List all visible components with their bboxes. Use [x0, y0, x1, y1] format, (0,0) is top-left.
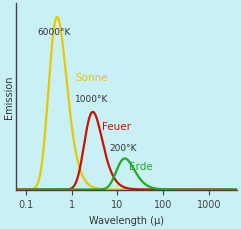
Text: Feuer: Feuer [101, 121, 131, 131]
Text: 1000°K: 1000°K [75, 95, 109, 104]
Y-axis label: Emission: Emission [4, 75, 14, 119]
Text: 200°K: 200°K [109, 143, 136, 152]
X-axis label: Wavelength (μ): Wavelength (μ) [89, 215, 164, 225]
Text: Erde: Erde [129, 161, 153, 171]
Text: 6000°K: 6000°K [37, 28, 71, 37]
Text: Sonne: Sonne [75, 73, 108, 83]
